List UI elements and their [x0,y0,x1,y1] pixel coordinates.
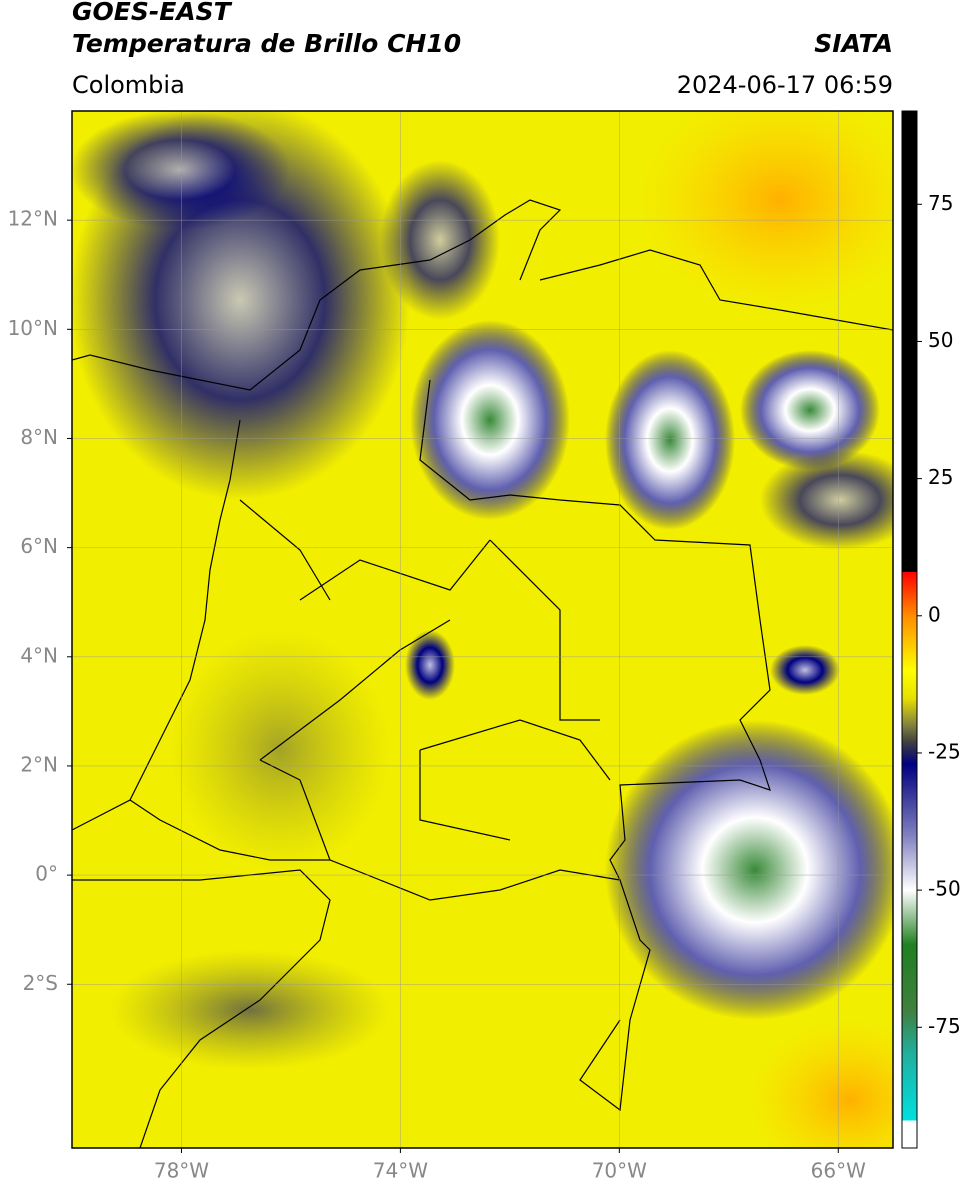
storm [410,320,570,520]
storm [740,350,880,470]
y-tick-label: 2°N [20,752,58,776]
cloud [770,645,840,695]
subtitle: Temperatura de Brillo CH10 [72,29,461,58]
coastline [72,199,893,391]
title: GOES-EAST [72,0,233,26]
cloud [760,450,893,550]
gridlines [72,111,893,1148]
y-tick-label: 12°N [8,207,58,231]
map-frame [71,110,894,1149]
y-tick-label: 0° [35,862,58,886]
y-tick-label: 4°N [20,643,58,667]
warm-area [750,1020,893,1148]
colorbar-tick-label: -75 [928,1014,961,1038]
department-borders [239,499,611,861]
colorbar-tick-label: -25 [928,739,961,763]
border [129,379,771,1112]
warm-area [640,111,893,310]
colorbar-tick-label: 75 [928,191,953,215]
coastline [72,419,241,831]
storm [605,350,735,530]
satellite-image [72,111,893,1148]
storm [605,720,893,1020]
datetime: 2024-06-17 06:59 [677,71,893,99]
cloud [380,160,500,320]
colorbar-tick-label: 0 [928,602,941,626]
colorbar [901,110,918,1149]
x-tick-label: 66°W [811,1159,866,1183]
source: SIATA [814,29,893,58]
colorbar-tick-label: -50 [928,877,961,901]
coastline [72,869,331,1148]
cloud [405,630,455,700]
x-tick-label: 70°W [592,1159,647,1183]
y-tick-label: 8°N [20,425,58,449]
colorbar-tick-label: 25 [928,465,953,489]
cloud [110,950,390,1070]
y-tick-label: 10°N [8,316,58,340]
cloud [170,630,390,870]
y-tick-label: 6°N [20,534,58,558]
y-tick-label: 2°S [23,971,58,995]
x-tick-label: 74°W [373,1159,428,1183]
colorbar-tick-label: 50 [928,328,953,352]
x-tick-label: 78°W [154,1159,209,1183]
cloud [72,111,290,230]
region: Colombia [72,71,185,99]
